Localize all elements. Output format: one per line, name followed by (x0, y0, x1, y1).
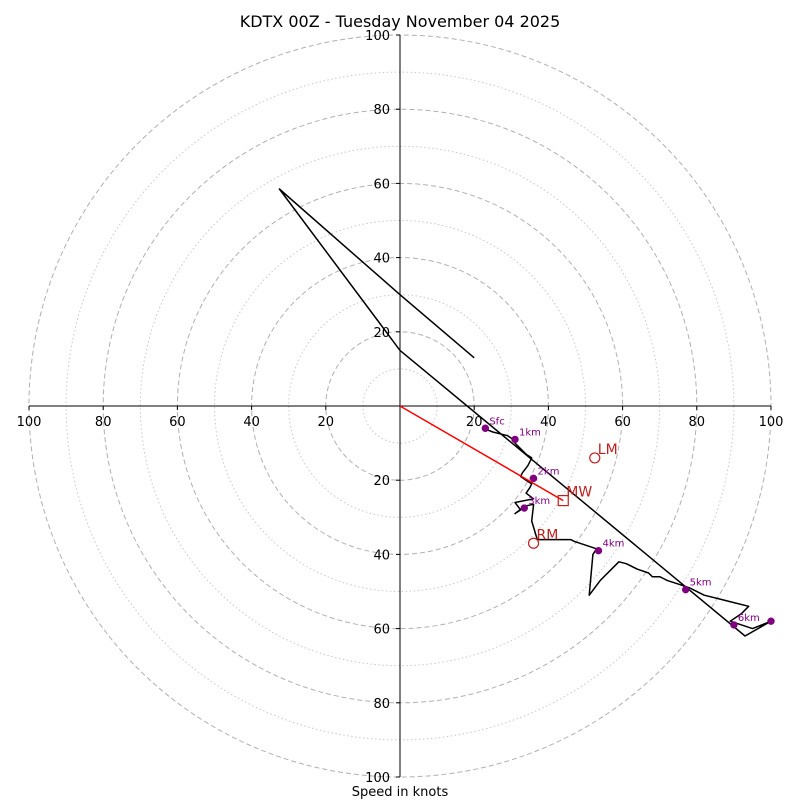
height-marker-dot (681, 585, 690, 594)
height-marker-label: 4km (602, 539, 624, 550)
x-tick-label-right: 60 (614, 415, 631, 430)
height-markers: Sfc 1km 2km 3km 4km 5km 6km (481, 416, 775, 629)
storm-motion-label: LM (598, 442, 618, 458)
height-marker-label: Sfc (489, 416, 504, 427)
y-tick-label-up: 20 (373, 326, 390, 341)
y-tick-label-down: 60 (373, 623, 390, 638)
height-marker-dot (511, 435, 519, 444)
x-tick-label-right: 20 (466, 415, 483, 430)
height-marker-label: 6km (738, 613, 760, 624)
storm-motion-marker (589, 452, 601, 464)
x-tick-label-left: 40 (243, 415, 260, 430)
wind-trace (278, 188, 772, 637)
y-tick-label-up: 80 (373, 103, 390, 118)
x-axis-label: Speed in knots (352, 785, 449, 800)
height-marker-label: 2km (538, 466, 560, 477)
y-tick-label-up: 100 (365, 29, 390, 44)
storm-motion-markers: LM MW RM (527, 442, 618, 549)
height-marker-dot (529, 474, 538, 483)
hodograph-line (278, 188, 772, 637)
storm-motion-label: RM (537, 527, 559, 543)
tick-labels: 20 20 20 20 40 40 40 40 60 60 60 60 80 80 80 80 100 100 10… (17, 29, 784, 786)
y-tick-label-down: 100 (365, 771, 390, 786)
storm-motion-label: MW (566, 485, 592, 501)
x-tick-label-left: 100 (17, 415, 42, 430)
y-tick-label-up: 40 (373, 252, 390, 267)
x-tick-label-right: 80 (689, 415, 706, 430)
bulk-shear-line (399, 405, 564, 502)
x-tick-label-right: 40 (540, 415, 557, 430)
storm-motion-marker (527, 537, 540, 549)
x-tick-label-right: 100 (759, 415, 784, 430)
height-marker-dot (481, 424, 490, 432)
y-tick-label-up: 60 (373, 177, 390, 192)
chart-title: KDTX 00Z - Tuesday November 04 2025 (240, 12, 561, 31)
x-tick-label-left: 20 (318, 415, 335, 430)
x-tick-label-left: 80 (95, 415, 112, 430)
height-marker-dot (520, 504, 528, 512)
shear-vector (399, 405, 564, 502)
height-marker-dot (767, 617, 775, 625)
mean-wind-marker (557, 495, 569, 507)
height-marker-dot (594, 546, 603, 555)
height-marker-label: 3km (528, 496, 550, 507)
y-tick-label-down: 80 (373, 697, 390, 712)
height-marker-label: 5km (690, 578, 712, 589)
height-marker-label: 1km (519, 427, 541, 438)
x-tick-label-left: 60 (169, 415, 186, 430)
y-tick-label-down: 20 (373, 474, 390, 489)
y-tick-label-down: 40 (373, 548, 390, 563)
height-marker-dot (730, 621, 738, 629)
